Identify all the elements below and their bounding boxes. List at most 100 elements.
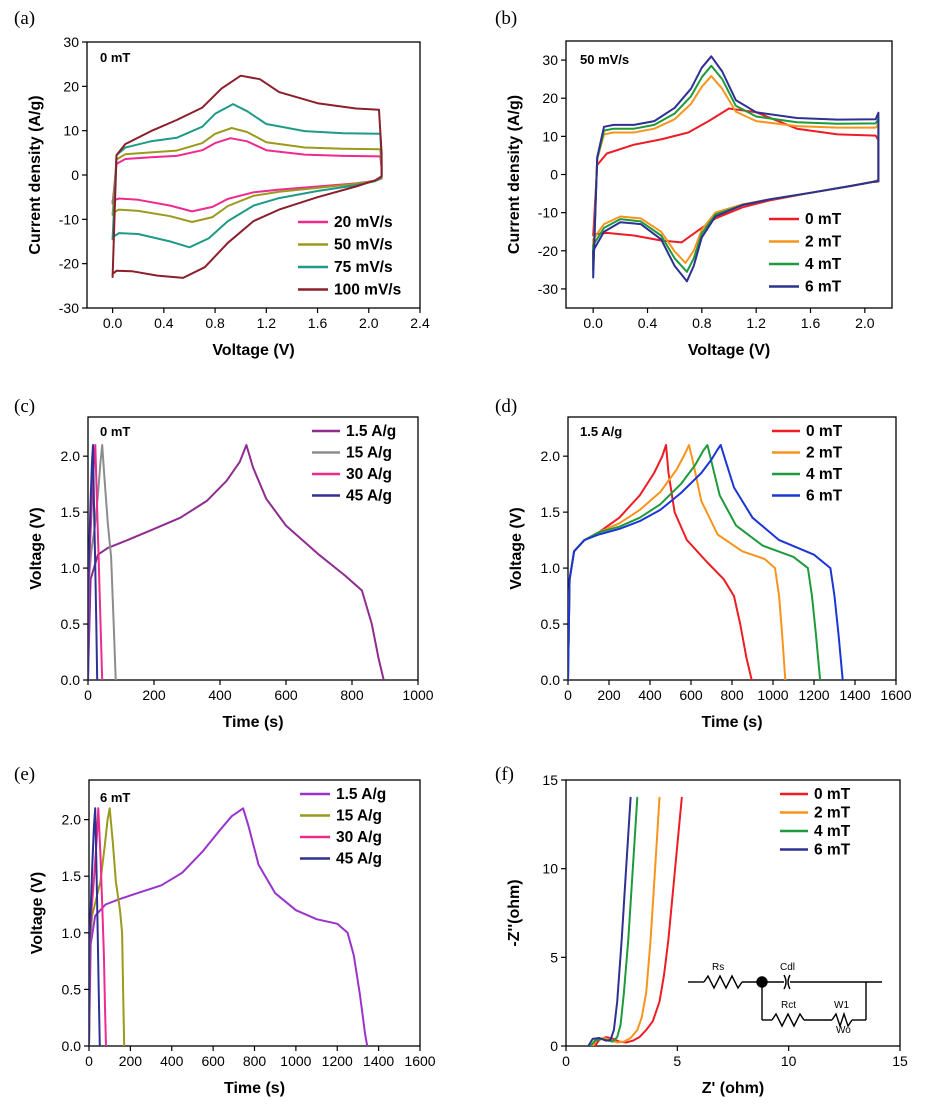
x-tick-label: 0.4 [154,315,174,331]
x-tick-label: 0 [85,1053,93,1069]
x-tick-label: 400 [638,687,662,703]
legend-label: 45 A/g [346,488,392,505]
panel-e: (e) 0 200 400 600 800 1000 1200 1400 1600 0.0 0.5 1.… [14,764,436,1097]
panel-a: (a) 0.0 0.4 0.8 1.2 1.6 2.0 2.4 -30 -20 -10 0 10 20 30… [14,8,430,359]
x-tick-label: 800 [340,687,364,703]
y-axis-label: Current density (A/g) [27,95,44,254]
legend: 0 mT 2 mT 4 mT 6 mT [769,211,842,296]
legend-label: 15 A/g [336,808,382,825]
legend: 0 mT2 mT4 mT6 mT [780,786,851,859]
y-tick-label: 10 [63,123,79,139]
panel-b: (b) 0.0 0.4 0.8 1.2 1.6 2.0 -30 -20 -10 0 10 20 30 Vol… [495,8,893,359]
series-line-2-mt [568,444,787,680]
plot-frame [87,416,419,681]
y-tick-label: 30 [63,34,79,50]
panel-label: (d) [495,396,517,417]
x-tick-label: 1400 [839,687,870,703]
legend-label: 100 mV/s [334,282,401,299]
x-axis-label: Time (s) [222,714,283,731]
panel-label: (f) [495,764,514,785]
y-tick-label: 15 [542,772,558,788]
series-line-15-a-g [89,807,126,1046]
y-tick-label: 1.0 [541,560,561,576]
panel-f: (f) 0 5 10 15 0 5 10 15 Z' (ohm) -Z''(ohm) 0 mT 2 mT… [495,764,908,1097]
x-tick-label: 1400 [363,1053,394,1069]
legend-label: 0 mT [805,211,842,228]
y-tick-label: -10 [538,205,558,221]
y-tick-label: 30 [542,52,558,68]
x-tick-label: 200 [142,687,166,703]
y-axis-label: Voltage (V) [508,507,525,589]
y-tick-label: -20 [59,256,79,272]
x-axis-label: Voltage (V) [688,342,770,359]
x-tick-label: 0 [562,1053,570,1069]
legend-label: 6 mT [805,279,842,296]
legend-label: 6 mT [806,488,843,505]
legend-label: 4 mT [805,256,842,273]
legend-label: 45 A/g [336,851,382,868]
resistor-rct [771,1012,805,1028]
y-tick-label: 2.0 [62,812,82,828]
x-tick-label: 1200 [322,1053,353,1069]
x-tick-label: 1200 [798,687,829,703]
y-tick-label: 0.5 [62,981,82,997]
y-tick-label: -20 [538,243,558,259]
legend-label: 20 mV/s [334,214,393,231]
legend-label: 2 mT [814,805,851,822]
x-tick-label: 400 [160,1053,184,1069]
series-line-6-mt [592,55,880,283]
y-tick-label: 5 [550,949,558,965]
circuit-label-rs: Rs [712,962,724,973]
x-axis-label: Time (s) [701,714,762,731]
x-tick-label: 1.2 [257,315,277,331]
x-tick-label: 0.8 [692,315,712,331]
y-tick-label: 2.0 [61,448,81,464]
y-tick-label: 0.5 [541,616,561,632]
y-tick-label: 0.5 [61,616,81,632]
y-tick-label: -30 [59,300,79,316]
panel-c: (c) 0 200 400 600 800 1000 0.0 0.5 1.0 1.5 2.0 Time … [14,396,434,731]
series-line-1-5-a-g [89,807,369,1046]
x-tick-label: 15 [892,1053,908,1069]
x-axis-label: Voltage (V) [212,342,294,359]
y-tick-label: 1.5 [61,504,81,520]
series-group [587,796,683,1046]
y-tick-label: 0 [550,1038,558,1054]
circuit-label-w1: W1 [834,1000,849,1011]
series-line-2-mt [591,796,661,1046]
series-line-0-mt [593,796,683,1046]
series-line-45-a-g [89,807,101,1046]
y-tick-label: 1.0 [61,560,81,576]
legend-label: 1.5 A/g [336,786,386,803]
legend-label: 6 mT [814,842,851,859]
legend-label: 75 mV/s [334,259,393,276]
legend: 0 mT2 mT4 mT6 mT [772,423,843,505]
y-tick-label: 0.0 [61,672,81,688]
y-tick-label: 0.0 [541,672,561,688]
series-group [89,807,369,1046]
x-tick-label: 0.4 [638,315,658,331]
y-tick-label: -10 [59,211,79,227]
series-group [568,444,844,680]
series-line-1-5-a-g [88,444,385,680]
circuit-label-wo: Wo [836,1025,851,1036]
circuit-label-cdl: Cdl [780,962,795,973]
condition-label: 0 mT [100,424,130,439]
series-line-4-mt [589,796,639,1046]
resistor-rs [703,974,743,990]
circuit-label-rct: Rct [781,1000,796,1011]
legend-label: 30 A/g [346,466,392,483]
x-axis-label: Z' (ohm) [702,1080,764,1097]
y-axis-label: -Z''(ohm) [506,879,523,946]
condition-label: 0 mT [100,50,130,65]
x-tick-label: 800 [720,687,744,703]
condition-label: 50 mV/s [580,52,629,67]
series-group [111,74,383,279]
y-tick-label: 10 [542,861,558,877]
y-tick-label: 20 [542,90,558,106]
series-group [88,444,385,680]
x-tick-label: 1000 [402,687,433,703]
plot-frame [565,779,901,1047]
panel-d: (d) 0 200 400 600 800 1000 1200 1400 1600 0.0 0.5 1.… [495,396,912,731]
legend-label: 2 mT [805,234,842,251]
